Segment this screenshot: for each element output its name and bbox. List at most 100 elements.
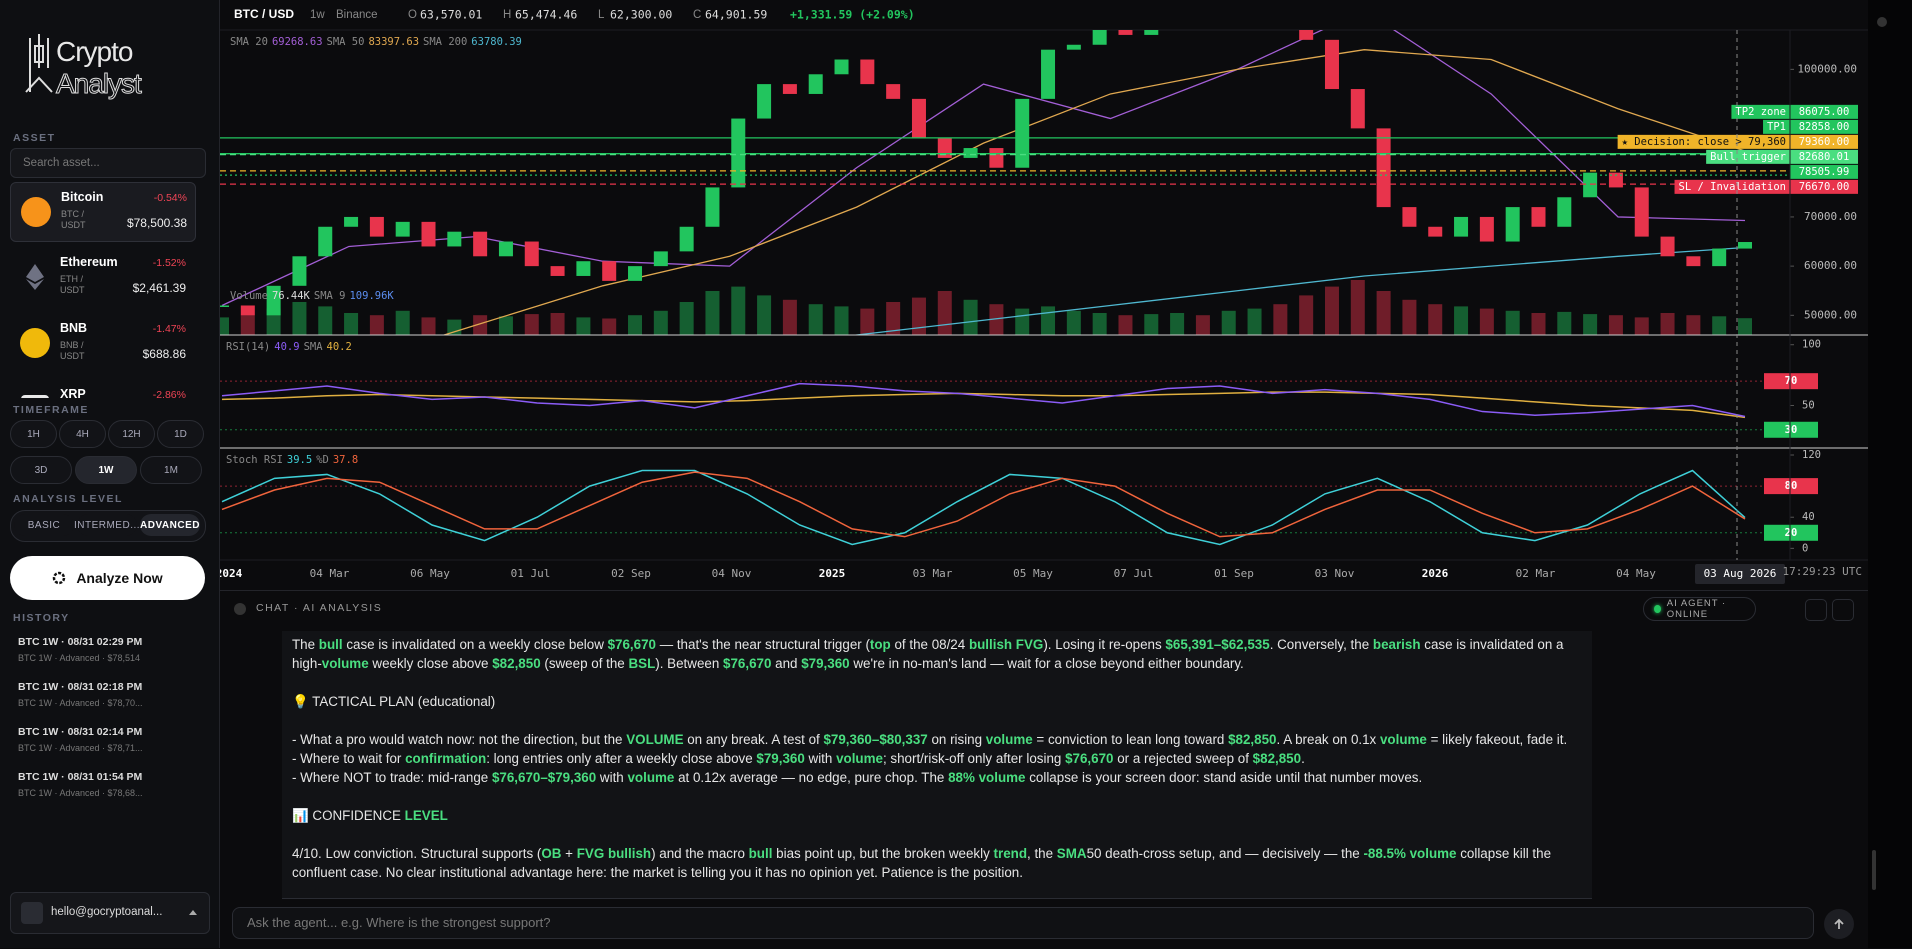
band-label: 80 <box>1785 480 1798 492</box>
history-title: BTC 1W · 08/31 02:18 PM <box>18 681 142 693</box>
timeframe-button[interactable]: 1M <box>140 456 202 484</box>
band-label: 30 <box>1785 424 1798 436</box>
chat-text: volume <box>1380 732 1427 747</box>
candle <box>912 99 926 138</box>
analyze-button[interactable]: Analyze Now <box>10 556 205 600</box>
chat-text: bull <box>319 637 343 652</box>
level-option[interactable]: ADVANCED <box>140 514 200 536</box>
asset-icon-shape <box>20 328 50 358</box>
volume-bar <box>1299 295 1313 335</box>
collapse-button[interactable] <box>1832 599 1854 621</box>
candle <box>1351 89 1365 128</box>
expand-button[interactable] <box>1805 599 1827 621</box>
level-option[interactable]: BASIC <box>14 514 74 536</box>
volume-bar <box>705 291 719 335</box>
user-menu[interactable]: hello@gocryptoanal... <box>10 892 210 934</box>
asset-change: -1.52% <box>153 257 186 269</box>
chat-text: 💡 TACTICAL PLAN (educational) <box>292 694 495 709</box>
volume-bar <box>1480 309 1494 335</box>
asset-pair: ETH / USDT <box>60 274 100 296</box>
user-avatar <box>21 902 43 924</box>
volume-bar <box>292 302 306 335</box>
chat-block: 💡 TACTICAL PLAN (educational) <box>292 692 1582 711</box>
candle <box>1712 249 1726 267</box>
volume-bar <box>422 317 436 335</box>
volume-bar <box>1583 314 1597 335</box>
chat-text: $82,850 <box>1228 732 1276 747</box>
asset-item[interactable]: Ethereum-1.52%ETH / USDT$2,461.39 <box>10 248 194 306</box>
candle <box>964 148 978 158</box>
chat-text: volume <box>322 656 369 671</box>
chat-text: case is invalidated on a weekly close be… <box>343 637 608 652</box>
x-tick-label: 03 Mar <box>913 567 953 580</box>
asset-pair: BTC / USDT <box>61 209 101 231</box>
send-button[interactable] <box>1824 909 1854 939</box>
asset-icon <box>20 394 50 398</box>
volume-bar <box>1248 309 1262 335</box>
level-option[interactable]: INTERMED... <box>77 514 137 536</box>
level-label: Bull trigger <box>1710 151 1786 163</box>
candle <box>1583 173 1597 198</box>
legend-item: %D <box>316 454 329 466</box>
chat-line: 4/10. Low conviction. Structural support… <box>292 844 1582 882</box>
chat-text: weekly close above <box>369 656 493 671</box>
ohlc-key: L <box>598 9 605 21</box>
search-box[interactable]: Search asset... <box>10 148 206 178</box>
asset-icon-shape <box>26 264 44 290</box>
timeframe-button[interactable]: 1H <box>10 420 57 448</box>
chat-text: $65,391–$62,535 <box>1165 637 1269 652</box>
chat-text: bull <box>749 846 773 861</box>
asset-item[interactable]: XRP-2.86%XRP / USDT$1.37 <box>10 380 194 398</box>
ohlc-value: 62,300.00 <box>610 8 672 22</box>
chat-text: . <box>1301 751 1305 766</box>
chat-text: . Conversely, the <box>1270 637 1373 652</box>
analyze-label: Analyze Now <box>76 570 162 586</box>
candle <box>1686 256 1700 266</box>
legend-item: SMA 50 <box>327 36 365 48</box>
right-strip <box>1868 0 1912 590</box>
toolbar-interval: 1w <box>310 9 325 21</box>
analyze-icon-shape <box>54 573 64 583</box>
volume-bar <box>318 306 332 335</box>
chat-line: 💡 TACTICAL PLAN (educational) <box>292 692 1582 711</box>
timeframe-button[interactable]: 4H <box>59 420 106 448</box>
chat-text: collapse is your screen door: stand asid… <box>1025 770 1422 785</box>
chat-input[interactable]: Ask the agent... e.g. Where is the stron… <box>232 907 1814 939</box>
volume-bar <box>1454 306 1468 335</box>
legend-item: SMA 9 <box>314 290 346 302</box>
x-tick-label: 01 Sep <box>1214 567 1254 580</box>
clock: 17:29:23 UTC <box>1783 565 1862 578</box>
history-title: BTC 1W · 08/31 02:14 PM <box>18 726 142 738</box>
asset-item[interactable]: Bitcoin-0.54%BTC / USDT$78,500.38 <box>10 182 196 242</box>
legend-item: 69268.63 <box>272 36 323 48</box>
timeframe-button[interactable]: 1D <box>157 420 204 448</box>
candle <box>1428 227 1442 237</box>
chat-text: at 0.12x average — no edge, pure chop. T… <box>674 770 948 785</box>
chat-messages: The bull case is invalidated on a weekly… <box>282 631 1592 899</box>
volume-bar <box>1661 313 1675 335</box>
volume-bar <box>964 300 978 335</box>
level-label: SL / Invalidation <box>1679 181 1786 193</box>
chat-text: $79,360 <box>756 751 804 766</box>
timeframe-button[interactable]: 12H <box>108 420 155 448</box>
asset-item[interactable]: BNB-1.47%BNB / USDT$688.86 <box>10 314 194 372</box>
asset-name: Ethereum <box>60 255 118 269</box>
volume-bar <box>1196 315 1210 335</box>
timeframe-button[interactable]: 1W <box>75 456 137 484</box>
candle <box>1480 217 1494 242</box>
legend-item: SMA 20 <box>230 36 268 48</box>
x-tick-label: 2025 <box>819 567 846 580</box>
chat-text: $76,670 <box>723 656 771 671</box>
volume-bar <box>1144 314 1158 335</box>
chat-text: (sweep of the <box>541 656 629 671</box>
ohlc-value: 65,474.46 <box>515 8 577 22</box>
history-subtitle: BTC 1W · Advanced · $78,68... <box>18 788 143 798</box>
chat-icon <box>234 603 246 615</box>
y-tick-label: 120 <box>1802 449 1821 461</box>
timeframe-button[interactable]: 3D <box>10 456 72 484</box>
candle <box>783 84 797 94</box>
